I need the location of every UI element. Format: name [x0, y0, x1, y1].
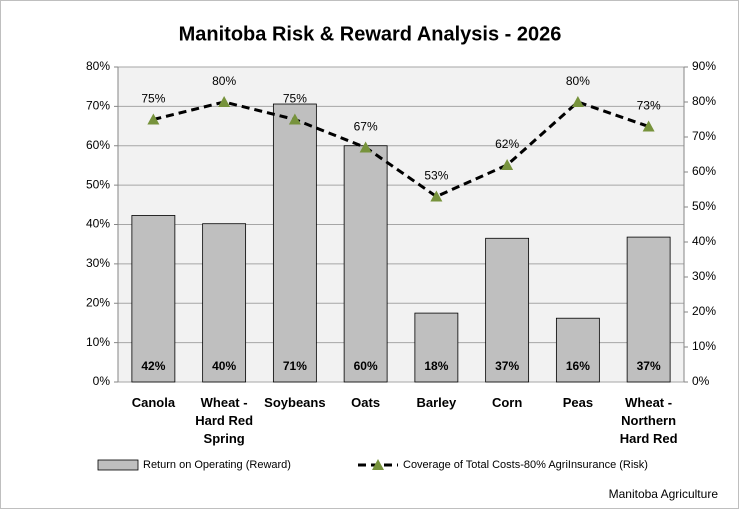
bar-value-label: 37% — [495, 359, 519, 373]
line-value-label: 80% — [212, 74, 236, 88]
bar — [131, 215, 176, 383]
y2-tick-label: 50% — [692, 199, 716, 213]
source-note: Manitoba Agriculture — [609, 487, 719, 501]
line-marker — [571, 96, 584, 107]
y2-tick-label: 20% — [692, 304, 716, 318]
x-tick-label: Wheat -Northern Hard Red — [620, 395, 678, 446]
x-tick-label: Canola — [132, 395, 176, 410]
bar-value-label: 40% — [212, 359, 236, 373]
bar — [555, 317, 600, 383]
y-tick-label: 30% — [86, 256, 110, 270]
line-value-label: 73% — [637, 99, 661, 113]
line-marker — [288, 113, 301, 125]
line-marker — [147, 113, 160, 125]
bar — [272, 103, 317, 383]
line-marker — [218, 96, 231, 107]
chart-title: Manitoba Risk & Reward Analysis - 2026 — [179, 23, 562, 45]
x-tick-label: Soybeans — [264, 395, 325, 410]
y-tick-label: 50% — [86, 177, 110, 191]
x-tick-label: Oats — [351, 395, 380, 410]
y-tick-label: 10% — [86, 335, 110, 349]
x-tick-label: Wheat -Hard Red Spring — [195, 395, 253, 446]
bar — [414, 312, 459, 383]
y2-tick-label: 80% — [692, 94, 716, 108]
y2-tick-label: 40% — [692, 234, 716, 248]
line-marker — [430, 190, 443, 202]
bar-value-label: 60% — [354, 359, 378, 373]
line-value-label: 80% — [566, 74, 590, 88]
line — [153, 100, 650, 199]
legend-label: Return on Operating (Reward) — [143, 459, 291, 471]
bar-value-label: 16% — [566, 359, 590, 373]
y-tick-label: 60% — [86, 138, 110, 152]
x-tick-label: Barley — [417, 395, 458, 410]
line-value-label: 75% — [141, 92, 165, 106]
line-value-label: 62% — [495, 137, 519, 151]
line-value-label: 75% — [283, 92, 307, 106]
line-value-label: 67% — [354, 120, 378, 134]
legend-label: Coverage of Total Costs-80% AgriInsuranc… — [403, 459, 648, 471]
line-value-label: 53% — [424, 169, 448, 183]
x-tick-label: Corn — [492, 395, 522, 410]
y-tick-label: 0% — [93, 374, 111, 388]
y2-tick-label: 90% — [692, 59, 716, 73]
y-tick-label: 40% — [86, 217, 110, 231]
y2-tick-label: 0% — [692, 374, 710, 388]
bar — [626, 236, 671, 383]
y-tick-label: 80% — [86, 59, 110, 73]
line-marker — [501, 159, 514, 170]
line-marker — [359, 141, 372, 153]
legend-swatch — [97, 459, 139, 471]
bar-value-label: 71% — [283, 359, 307, 373]
legend-marker — [372, 459, 384, 470]
y2-tick-label: 30% — [692, 269, 716, 283]
y2-tick-label: 60% — [692, 164, 716, 178]
bar — [343, 145, 388, 383]
bar — [485, 237, 530, 383]
bar-value-label: 18% — [424, 359, 448, 373]
y2-tick-label: 70% — [692, 129, 716, 143]
x-tick-label: Peas — [563, 395, 593, 410]
line-marker — [642, 120, 655, 132]
bar-value-label: 42% — [141, 359, 165, 373]
bar — [202, 223, 247, 383]
y-tick-label: 70% — [86, 99, 110, 113]
bar-value-label: 37% — [637, 359, 661, 373]
y2-tick-label: 10% — [692, 339, 716, 353]
y-tick-label: 20% — [86, 295, 110, 309]
